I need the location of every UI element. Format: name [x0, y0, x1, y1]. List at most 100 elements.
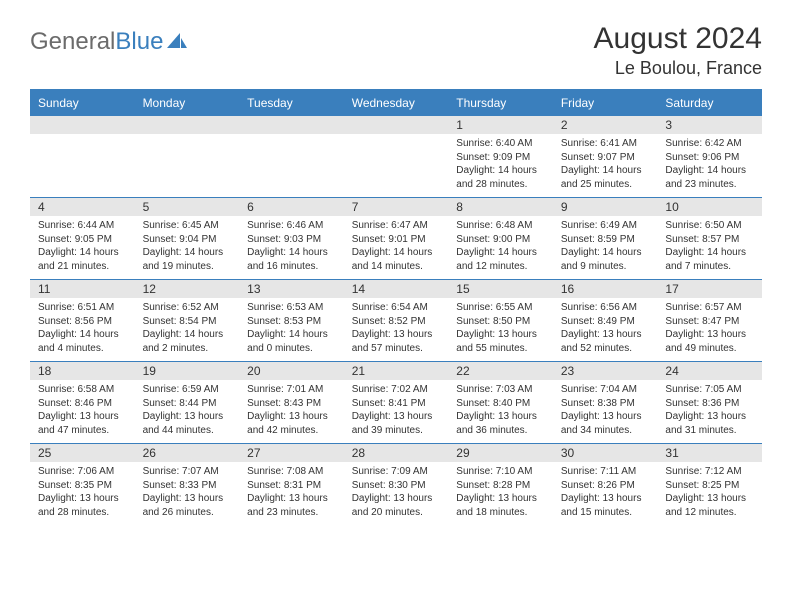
daylight-line: Daylight: 13 hours and 52 minutes. — [561, 328, 650, 355]
day-cell: Sunrise: 6:59 AMSunset: 8:44 PMDaylight:… — [135, 380, 240, 443]
date-number: 6 — [239, 198, 344, 216]
date-number: 24 — [657, 362, 762, 380]
daylight-line: Daylight: 14 hours and 19 minutes. — [143, 246, 232, 273]
date-number: 27 — [239, 444, 344, 462]
sunset-line: Sunset: 9:07 PM — [561, 151, 650, 165]
date-number: 3 — [657, 116, 762, 134]
sunrise-line: Sunrise: 6:46 AM — [247, 219, 336, 233]
daylight-line: Daylight: 13 hours and 42 minutes. — [247, 410, 336, 437]
daylight-line: Daylight: 13 hours and 49 minutes. — [665, 328, 754, 355]
date-number: 29 — [448, 444, 553, 462]
day-cell: Sunrise: 6:41 AMSunset: 9:07 PMDaylight:… — [553, 134, 658, 197]
dayname-cell: Friday — [553, 91, 658, 115]
daylight-line: Daylight: 13 hours and 31 minutes. — [665, 410, 754, 437]
sunset-line: Sunset: 8:35 PM — [38, 479, 127, 493]
date-number: 10 — [657, 198, 762, 216]
week-row: Sunrise: 7:06 AMSunset: 8:35 PMDaylight:… — [30, 462, 762, 525]
day-cell: Sunrise: 6:55 AMSunset: 8:50 PMDaylight:… — [448, 298, 553, 361]
sunset-line: Sunset: 8:36 PM — [665, 397, 754, 411]
date-bar: 25262728293031 — [30, 443, 762, 462]
date-number: 8 — [448, 198, 553, 216]
sunrise-line: Sunrise: 7:03 AM — [456, 383, 545, 397]
daylight-line: Daylight: 14 hours and 28 minutes. — [456, 164, 545, 191]
dayname-row: SundayMondayTuesdayWednesdayThursdayFrid… — [30, 91, 762, 115]
date-number: 2 — [553, 116, 658, 134]
calendar: SundayMondayTuesdayWednesdayThursdayFrid… — [30, 89, 762, 525]
date-number: 15 — [448, 280, 553, 298]
date-number: 4 — [30, 198, 135, 216]
sunrise-line: Sunrise: 6:45 AM — [143, 219, 232, 233]
day-cell: Sunrise: 7:02 AMSunset: 8:41 PMDaylight:… — [344, 380, 449, 443]
sunset-line: Sunset: 9:06 PM — [665, 151, 754, 165]
location-label: Le Boulou, France — [594, 58, 762, 79]
day-cell: Sunrise: 6:50 AMSunset: 8:57 PMDaylight:… — [657, 216, 762, 279]
day-cell: Sunrise: 6:58 AMSunset: 8:46 PMDaylight:… — [30, 380, 135, 443]
daylight-line: Daylight: 14 hours and 0 minutes. — [247, 328, 336, 355]
sunrise-line: Sunrise: 6:40 AM — [456, 137, 545, 151]
daylight-line: Daylight: 13 hours and 15 minutes. — [561, 492, 650, 519]
sunrise-line: Sunrise: 6:55 AM — [456, 301, 545, 315]
sunrise-line: Sunrise: 6:59 AM — [143, 383, 232, 397]
date-number: 23 — [553, 362, 658, 380]
sunrise-line: Sunrise: 6:44 AM — [38, 219, 127, 233]
day-cell: Sunrise: 6:47 AMSunset: 9:01 PMDaylight:… — [344, 216, 449, 279]
sunrise-line: Sunrise: 6:48 AM — [456, 219, 545, 233]
date-number: 5 — [135, 198, 240, 216]
sunset-line: Sunset: 8:43 PM — [247, 397, 336, 411]
sunset-line: Sunset: 8:46 PM — [38, 397, 127, 411]
sunrise-line: Sunrise: 7:12 AM — [665, 465, 754, 479]
dayname-cell: Monday — [135, 91, 240, 115]
date-number — [344, 116, 449, 134]
sunrise-line: Sunrise: 7:07 AM — [143, 465, 232, 479]
sunset-line: Sunset: 8:31 PM — [247, 479, 336, 493]
sunrise-line: Sunrise: 7:04 AM — [561, 383, 650, 397]
day-cell: Sunrise: 6:51 AMSunset: 8:56 PMDaylight:… — [30, 298, 135, 361]
logo-sail-icon — [166, 32, 188, 52]
daylight-line: Daylight: 13 hours and 12 minutes. — [665, 492, 754, 519]
sunset-line: Sunset: 8:47 PM — [665, 315, 754, 329]
daylight-line: Daylight: 14 hours and 7 minutes. — [665, 246, 754, 273]
day-cell: Sunrise: 7:10 AMSunset: 8:28 PMDaylight:… — [448, 462, 553, 525]
day-cell: Sunrise: 6:49 AMSunset: 8:59 PMDaylight:… — [553, 216, 658, 279]
date-bar: 123 — [30, 115, 762, 134]
date-number: 16 — [553, 280, 658, 298]
daylight-line: Daylight: 13 hours and 34 minutes. — [561, 410, 650, 437]
day-cell — [344, 134, 449, 197]
daylight-line: Daylight: 13 hours and 23 minutes. — [247, 492, 336, 519]
sunrise-line: Sunrise: 6:41 AM — [561, 137, 650, 151]
logo: GeneralBlue — [30, 22, 188, 56]
sunrise-line: Sunrise: 6:42 AM — [665, 137, 754, 151]
sunrise-line: Sunrise: 7:09 AM — [352, 465, 441, 479]
sunset-line: Sunset: 8:52 PM — [352, 315, 441, 329]
date-bar: 45678910 — [30, 197, 762, 216]
header: GeneralBlue August 2024 Le Boulou, Franc… — [30, 22, 762, 79]
sunset-line: Sunset: 8:44 PM — [143, 397, 232, 411]
sunset-line: Sunset: 8:57 PM — [665, 233, 754, 247]
date-number: 7 — [344, 198, 449, 216]
day-cell — [135, 134, 240, 197]
date-number: 19 — [135, 362, 240, 380]
sunrise-line: Sunrise: 6:47 AM — [352, 219, 441, 233]
day-cell: Sunrise: 7:07 AMSunset: 8:33 PMDaylight:… — [135, 462, 240, 525]
sunset-line: Sunset: 8:49 PM — [561, 315, 650, 329]
sunrise-line: Sunrise: 7:02 AM — [352, 383, 441, 397]
day-cell: Sunrise: 6:53 AMSunset: 8:53 PMDaylight:… — [239, 298, 344, 361]
day-cell: Sunrise: 7:11 AMSunset: 8:26 PMDaylight:… — [553, 462, 658, 525]
daylight-line: Daylight: 14 hours and 12 minutes. — [456, 246, 545, 273]
sunrise-line: Sunrise: 6:50 AM — [665, 219, 754, 233]
date-number — [239, 116, 344, 134]
week-row: Sunrise: 6:44 AMSunset: 9:05 PMDaylight:… — [30, 216, 762, 279]
sunrise-line: Sunrise: 7:01 AM — [247, 383, 336, 397]
day-cell: Sunrise: 6:48 AMSunset: 9:00 PMDaylight:… — [448, 216, 553, 279]
date-number: 21 — [344, 362, 449, 380]
week-row: Sunrise: 6:58 AMSunset: 8:46 PMDaylight:… — [30, 380, 762, 443]
day-cell: Sunrise: 7:03 AMSunset: 8:40 PMDaylight:… — [448, 380, 553, 443]
date-number: 13 — [239, 280, 344, 298]
date-number: 31 — [657, 444, 762, 462]
sunset-line: Sunset: 8:25 PM — [665, 479, 754, 493]
sunset-line: Sunset: 8:56 PM — [38, 315, 127, 329]
sunset-line: Sunset: 9:09 PM — [456, 151, 545, 165]
daylight-line: Daylight: 14 hours and 2 minutes. — [143, 328, 232, 355]
day-cell: Sunrise: 6:44 AMSunset: 9:05 PMDaylight:… — [30, 216, 135, 279]
sunrise-line: Sunrise: 6:54 AM — [352, 301, 441, 315]
